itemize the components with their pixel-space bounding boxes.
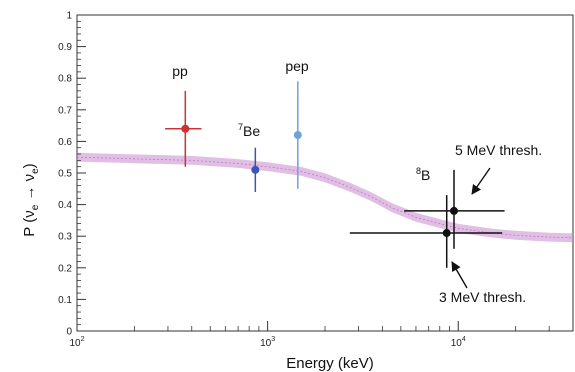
y-tick-label: 0.7 <box>58 105 72 116</box>
point-8b-3mev <box>349 195 503 268</box>
band-center-line <box>76 156 574 239</box>
point-marker <box>293 131 302 140</box>
arrow-3mev <box>451 261 468 289</box>
y-tick-label: 1 <box>66 11 72 22</box>
x-tick-label: 103 <box>260 336 275 349</box>
x-axis-label: Energy (keV) <box>286 355 374 372</box>
data-points <box>165 81 505 268</box>
point-marker <box>181 124 190 133</box>
band-area <box>77 152 573 243</box>
label-8b: 8B <box>416 166 430 183</box>
label-3mev: 3 MeV thresh. <box>439 289 526 305</box>
y-tick-label: 0.1 <box>58 295 72 306</box>
probability-band <box>76 152 574 243</box>
point-7be <box>251 147 260 192</box>
point-marker <box>251 165 260 174</box>
plot-frame <box>76 14 574 332</box>
arrow-5mev <box>471 167 491 195</box>
y-tick-label: 0 <box>66 327 72 338</box>
y-tick-label: 0.8 <box>58 74 72 85</box>
axis-ticks: 0 0.1 0.2 0.3 0.4 0.5 0.6 0.7 0.8 0.9 1 102 103 104 <box>58 11 574 349</box>
y-tick-label: 0.6 <box>58 137 72 148</box>
label-pp: pp <box>172 63 188 79</box>
label-7be: 7Be <box>238 122 260 139</box>
point-pep <box>293 81 302 189</box>
label-5mev: 5 MeV thresh. <box>455 142 542 158</box>
y-tick-label: 0.9 <box>58 42 72 53</box>
point-pp <box>165 90 202 167</box>
point-marker <box>449 206 458 215</box>
point-8b-5mev <box>404 169 505 249</box>
y-axis-label: P (νe → νe) <box>21 163 41 236</box>
y-tick-label: 0.2 <box>58 263 72 274</box>
annotations: pp 7Be pep 8B 5 MeV thresh. 3 MeV thresh. <box>172 58 542 305</box>
point-marker <box>442 229 451 238</box>
y-tick-label: 0.5 <box>58 169 72 180</box>
x-tick-label: 104 <box>451 336 466 349</box>
x-tick-label: 102 <box>69 336 84 349</box>
label-pep: pep <box>285 58 309 74</box>
y-tick-label: 0.4 <box>58 200 72 211</box>
y-tick-label: 0.3 <box>58 232 72 243</box>
